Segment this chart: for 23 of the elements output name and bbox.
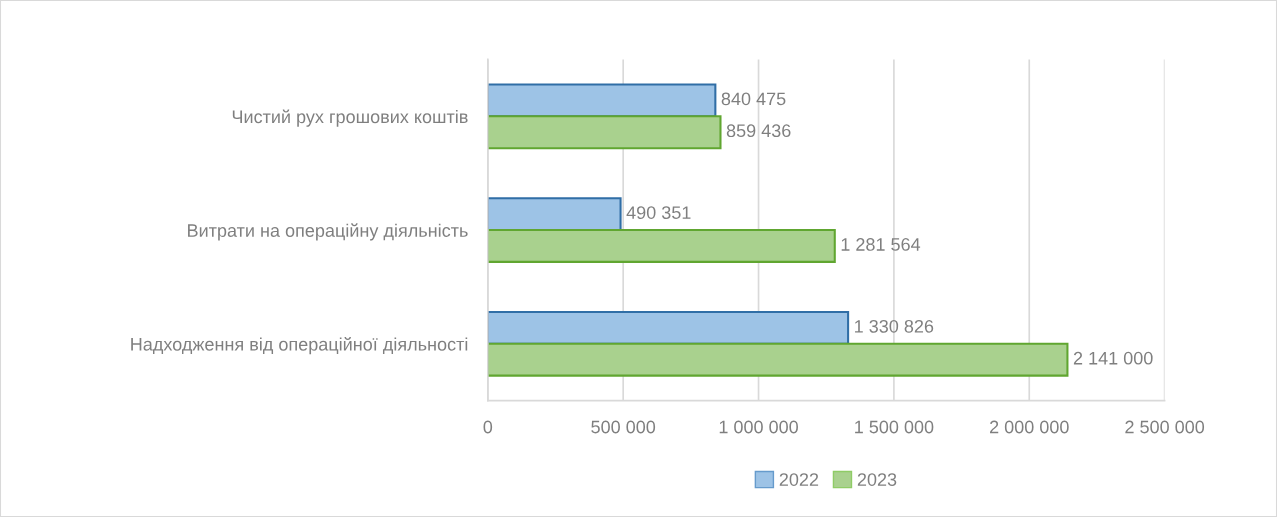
data-label: 1 281 564 [841,238,921,251]
data-label: 1 330 826 [855,319,934,333]
x-tick-label: 2 500 000 [1125,420,1205,434]
data-label: 859 436 [726,124,791,138]
legend-label: 2022 [779,473,819,486]
bar [487,310,850,345]
x-tick-label: 500 000 [591,420,656,434]
x-tick-label: 1 500 000 [855,420,934,434]
bar [487,229,836,263]
data-label: 490 351 [626,206,691,219]
x-tick-label: 0 [483,420,493,434]
legend-label: 2023 [857,473,897,486]
data-label: 840 475 [721,92,786,106]
x-tick-label: 2 000 000 [990,420,1069,434]
data-label: 2 141 000 [1073,351,1153,365]
bar [487,83,717,118]
bar [487,115,722,150]
bar [487,197,622,232]
bar [487,342,1069,377]
y-tick-label: Чистий рух грошових коштів [232,109,468,127]
y-tick-label: Витрати на операційну діяльність [188,223,468,241]
x-tick-label: 1 000 000 [719,420,798,434]
y-tick-label: Надходження від операційної діяльності [131,337,468,355]
